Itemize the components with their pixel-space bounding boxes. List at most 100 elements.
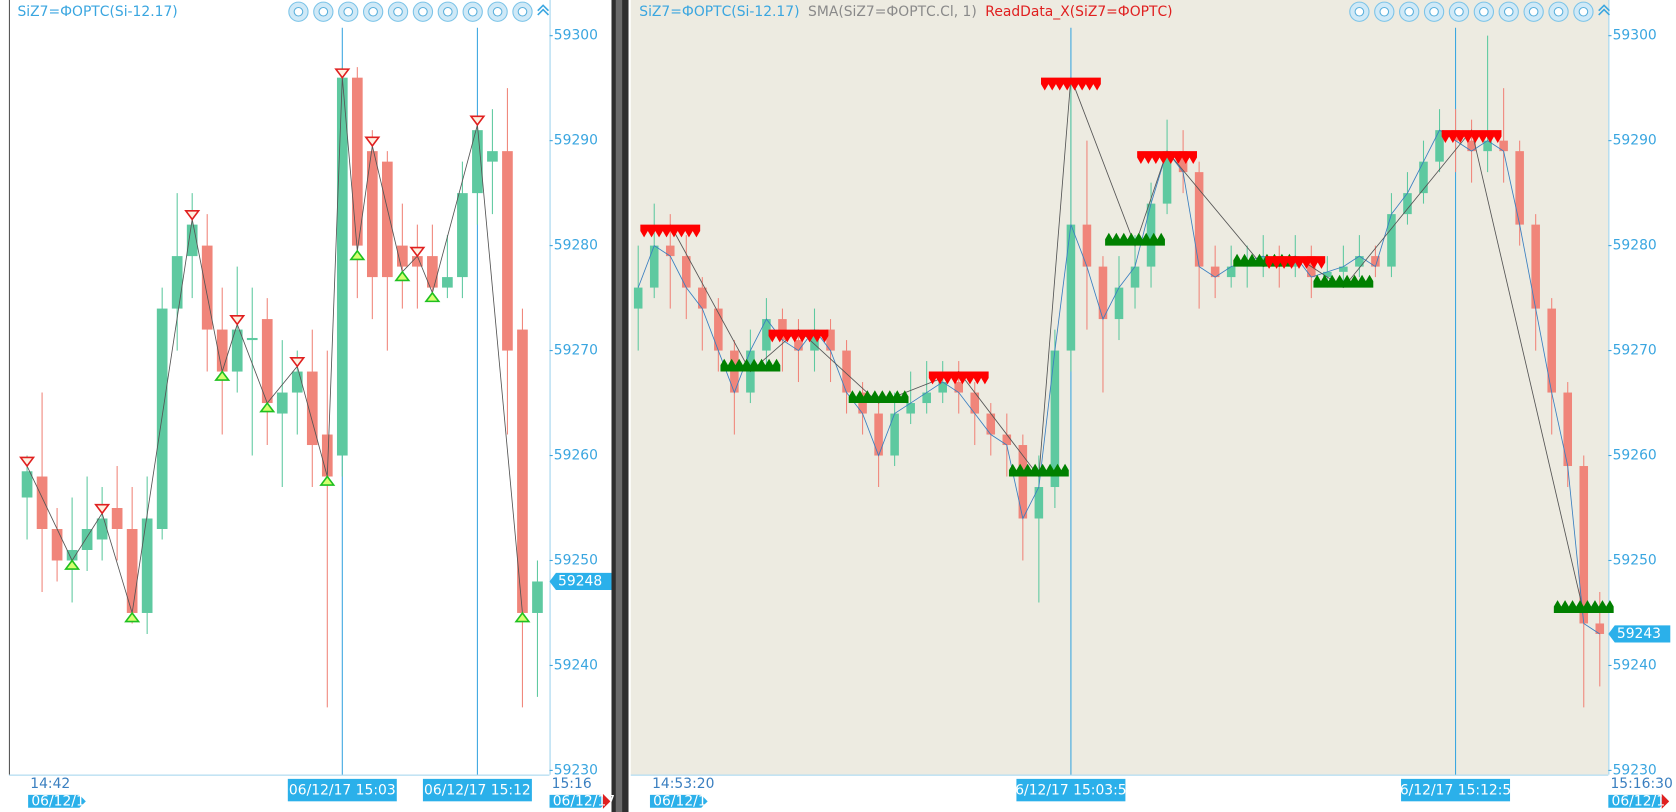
candle-body xyxy=(336,77,348,456)
sell-marker xyxy=(184,210,201,221)
candle-body xyxy=(246,337,258,341)
chart-title: ReadData_X(SiZ7=ФОРТС) xyxy=(985,4,1172,20)
candle-body xyxy=(794,340,803,351)
toolbar-icon xyxy=(443,6,453,17)
candle-body xyxy=(1210,266,1220,278)
cursor-label-box xyxy=(1016,778,1126,802)
y-tick-label: 59260 xyxy=(1613,448,1657,464)
toolbar-icon xyxy=(1429,6,1439,17)
toolbar-icon xyxy=(467,6,478,17)
candle-body xyxy=(1435,130,1444,162)
buy-flag xyxy=(1553,600,1614,613)
x-end-label: 15:16 xyxy=(552,776,592,792)
cursor-label: 06/12/17 15:12:50 xyxy=(1391,783,1520,799)
toolbar-icon xyxy=(1354,6,1365,17)
candle-body xyxy=(1515,151,1524,225)
chart-title: SiZ7=ФОРТС(Si-12.17) xyxy=(17,4,177,20)
candle-body xyxy=(1050,350,1060,488)
candle-body xyxy=(1531,224,1540,309)
y-tick-label: 59240 xyxy=(1613,657,1657,673)
sell-marker xyxy=(409,246,426,258)
date-label: 06/12/17 xyxy=(1612,793,1674,809)
candle-body xyxy=(1258,256,1268,262)
sell-marker xyxy=(289,356,306,368)
date-flag xyxy=(649,794,708,808)
candle-body xyxy=(381,161,393,278)
candle-body xyxy=(1034,487,1044,519)
candle-body xyxy=(1339,266,1348,272)
left-panel xyxy=(0,0,612,812)
candle-body xyxy=(698,287,707,309)
toolbar-collapse[interactable] xyxy=(1598,4,1610,16)
signal-zigzag xyxy=(26,77,523,614)
toolbar-icon xyxy=(418,6,428,17)
candle-body xyxy=(986,413,996,435)
x-start-label: 14:42 xyxy=(30,776,70,792)
candle-body xyxy=(81,528,93,550)
toolbar-icon xyxy=(343,6,354,17)
candle-body xyxy=(397,245,408,267)
toolbar-collapse[interactable] xyxy=(537,4,550,16)
x-end-label: 15:16:30 xyxy=(1610,776,1672,792)
candle-body xyxy=(810,329,819,351)
toolbar-icon xyxy=(1528,6,1539,17)
date-label: 06/12/17 xyxy=(31,793,93,809)
buy-marker xyxy=(424,291,441,303)
toolbar-icon xyxy=(1404,6,1414,17)
candle-body xyxy=(1403,193,1412,215)
candle-body xyxy=(1547,308,1556,393)
candle-body xyxy=(171,256,183,309)
date-flag-arrow xyxy=(602,793,611,809)
candle-body xyxy=(874,413,883,456)
candle-body xyxy=(778,319,787,341)
buy-flag xyxy=(848,390,909,404)
toolbar-icon xyxy=(492,6,503,17)
candle-body xyxy=(1387,214,1396,267)
candle-body xyxy=(111,508,123,529)
candle-body xyxy=(186,224,198,257)
cursor-label-box xyxy=(422,778,532,802)
candle-body xyxy=(126,528,138,613)
candle-body xyxy=(906,403,915,414)
y-tick-label: 59230 xyxy=(1613,762,1657,778)
cursor-label: 06/12/17 15:12 xyxy=(424,783,531,799)
candle-body xyxy=(682,256,691,288)
date-flag-arrow xyxy=(1661,793,1670,809)
candle-body xyxy=(261,319,273,404)
buy-marker xyxy=(214,370,231,381)
candle-body xyxy=(141,518,153,613)
date-flag xyxy=(28,794,86,808)
candle-body xyxy=(970,392,980,414)
candle-body xyxy=(1178,151,1188,173)
sell-marker xyxy=(334,68,351,80)
toolbar-icon xyxy=(1454,6,1464,17)
candle-body xyxy=(649,245,659,288)
candle-body xyxy=(21,471,33,498)
cursor-label-box xyxy=(287,778,397,802)
sell-flag xyxy=(1137,151,1197,164)
candle-body xyxy=(457,193,468,278)
candle-body xyxy=(427,256,438,288)
candle-body xyxy=(665,245,675,257)
candle-body xyxy=(442,277,453,288)
candle-body xyxy=(1371,256,1380,267)
cursor-label-box xyxy=(1401,778,1511,802)
toolbar-icon xyxy=(293,6,304,17)
candle-body xyxy=(502,151,513,351)
candle-body xyxy=(1098,266,1108,320)
buy-marker xyxy=(124,611,141,623)
right-plot-area xyxy=(630,0,1609,775)
date-label: 06/12/17 xyxy=(653,793,715,809)
candle-body xyxy=(66,549,78,561)
candle-body xyxy=(1162,151,1172,204)
buy-marker xyxy=(259,401,276,413)
toolbar-icon xyxy=(1553,6,1564,17)
candle-body xyxy=(1066,224,1076,351)
sma-line xyxy=(637,129,1601,635)
candle-body xyxy=(922,392,931,404)
y-tick-label: 59230 xyxy=(554,762,598,778)
candle-body xyxy=(1579,466,1589,624)
date-label: 06/12/17 xyxy=(553,793,615,809)
cursor-label: 06/12/17 15:03 xyxy=(289,783,396,799)
toolbar-icon xyxy=(368,6,378,17)
